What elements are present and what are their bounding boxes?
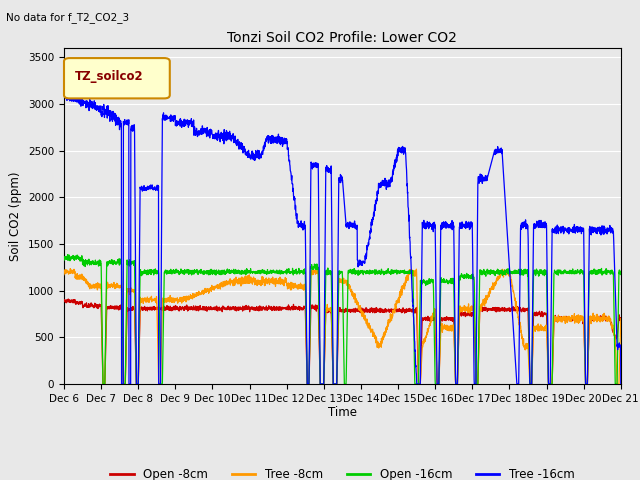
- Text: No data for f_T2_CO2_3: No data for f_T2_CO2_3: [6, 12, 129, 23]
- Text: TZ_soilco2: TZ_soilco2: [75, 70, 144, 83]
- X-axis label: Time: Time: [328, 407, 357, 420]
- Legend: Open -8cm, Tree -8cm, Open -16cm, Tree -16cm: Open -8cm, Tree -8cm, Open -16cm, Tree -…: [106, 463, 579, 480]
- FancyBboxPatch shape: [64, 58, 170, 98]
- Y-axis label: Soil CO2 (ppm): Soil CO2 (ppm): [10, 171, 22, 261]
- Title: Tonzi Soil CO2 Profile: Lower CO2: Tonzi Soil CO2 Profile: Lower CO2: [227, 32, 458, 46]
